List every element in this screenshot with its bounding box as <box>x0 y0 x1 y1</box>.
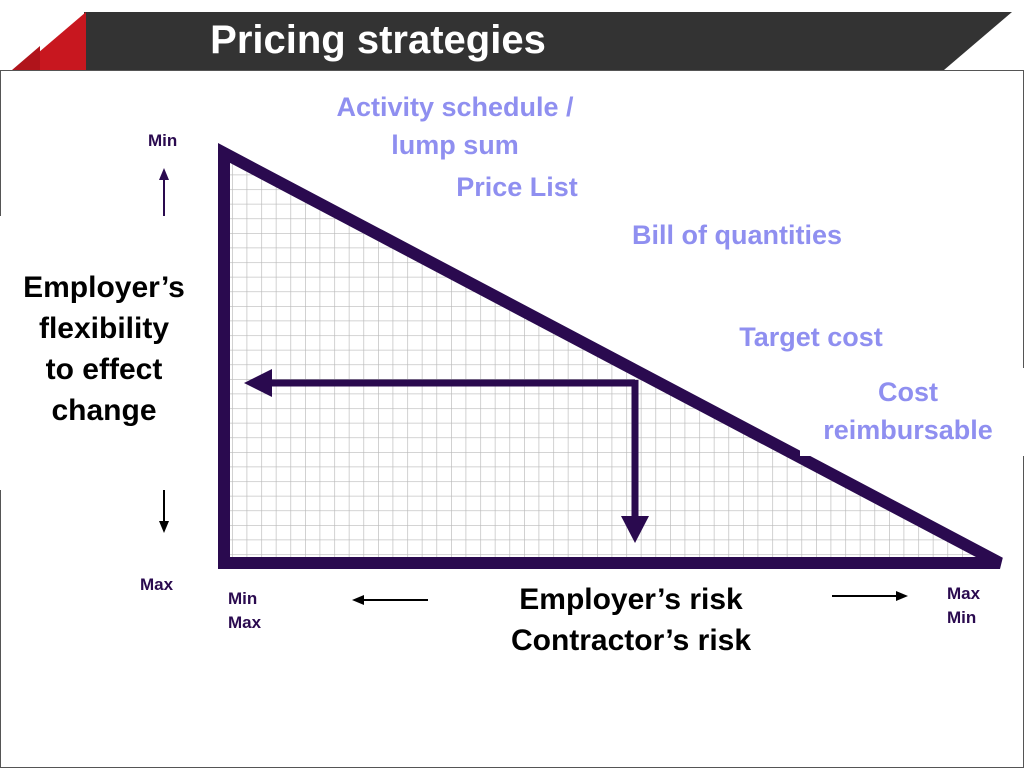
y-axis-bottom-label: Max <box>140 575 174 594</box>
x-axis-label: Employer’s risk Contractor’s risk <box>460 579 802 661</box>
label-backdrop-cost <box>800 368 1024 456</box>
x-axis-label-line2: Contractor’s risk <box>510 624 752 657</box>
strategy-cost-line2: reimbursable <box>823 415 993 445</box>
y-axis-label-line4: change <box>51 394 157 427</box>
x-axis-left-top: Min <box>228 589 258 608</box>
indicator-down-arrowhead <box>621 516 649 543</box>
strategy-price-list: Price List <box>456 172 578 202</box>
y-axis-up-arrowhead <box>159 168 169 180</box>
strategy-activity-line1: Activity schedule / <box>336 92 574 122</box>
indicator-left-arrowhead <box>244 369 272 397</box>
x-axis-label-line1: Employer’s risk <box>519 583 743 616</box>
label-backdrop-xaxis <box>460 570 802 670</box>
x-axis-left-labels: Min Max <box>228 587 261 635</box>
page-title: Pricing strategies <box>210 18 546 62</box>
x-axis-left-bottom: Max <box>228 613 262 632</box>
strategy-bill-of-quantities: Bill of quantities <box>631 220 842 250</box>
x-axis-right-top: Max <box>947 584 981 603</box>
header-accent-shade <box>12 46 40 70</box>
strategy-cost-line1: Cost <box>878 377 938 407</box>
x-axis-right-labels: Max Min <box>947 582 980 630</box>
y-axis-label-line2: flexibility <box>38 312 170 345</box>
strategy-activity-schedule: Activity schedule / lump sum <box>300 88 610 164</box>
x-axis-right-bottom: Min <box>947 608 977 627</box>
strategy-activity-line2: lump sum <box>391 130 519 160</box>
y-axis-down-arrowhead <box>159 521 169 533</box>
x-axis-right-arrowhead <box>896 591 908 601</box>
x-axis-left-arrowhead <box>352 595 364 605</box>
triangle-outline <box>218 143 1003 569</box>
label-backdrop-target <box>716 318 902 362</box>
label-backdrop-bill <box>604 216 866 264</box>
strategy-target-cost: Target cost <box>739 322 883 352</box>
strategy-cost-reimbursable: Cost reimbursable <box>800 373 1016 449</box>
label-backdrop-yaxis <box>0 216 202 490</box>
y-axis-label-line3: to effect <box>45 353 163 386</box>
y-axis-label-line1: Employer’s <box>23 271 185 304</box>
y-axis-top-label: Min <box>148 131 178 150</box>
y-axis-label: Employer’s flexibility to effect change <box>0 267 208 431</box>
label-backdrop-price-list <box>494 172 612 232</box>
header-bar <box>84 12 1012 70</box>
